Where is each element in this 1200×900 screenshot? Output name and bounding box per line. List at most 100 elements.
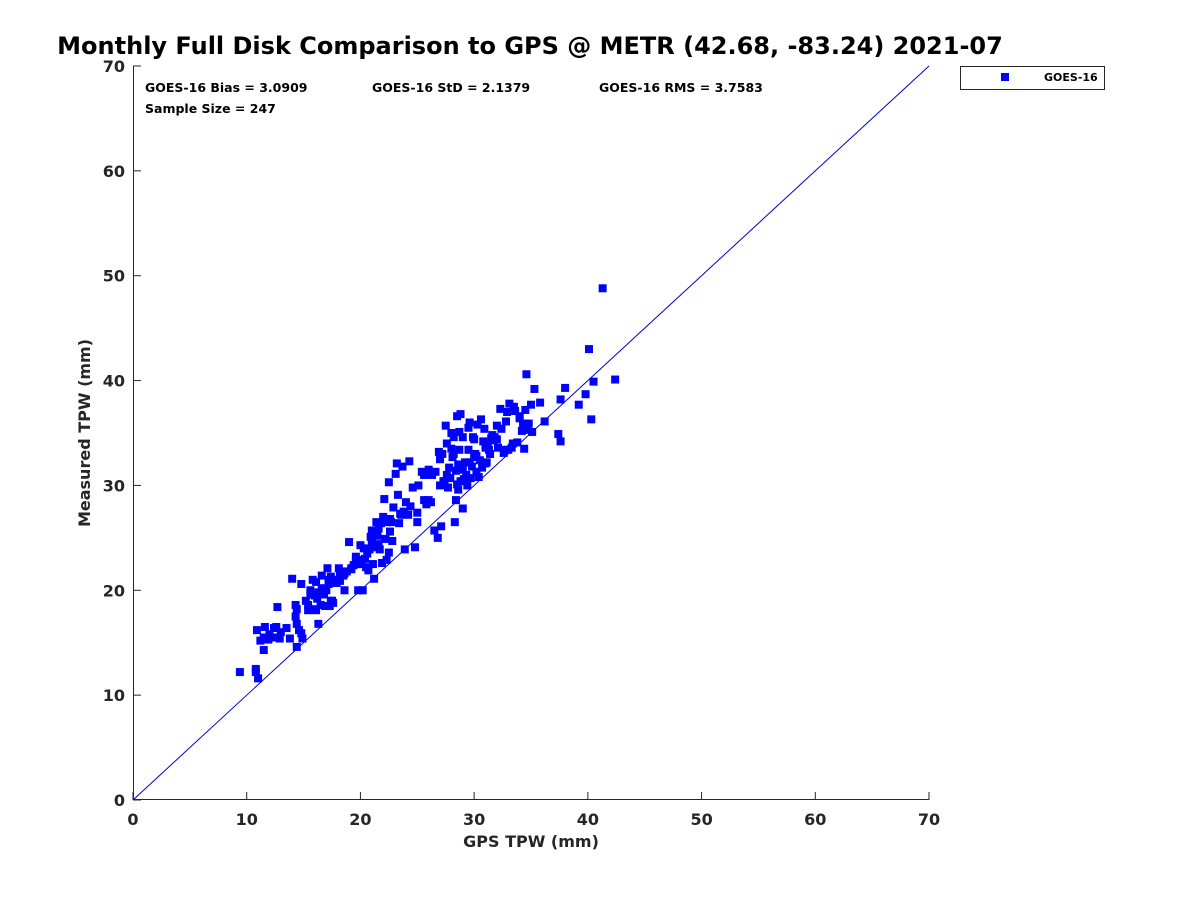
data-point bbox=[436, 455, 445, 464]
data-point bbox=[474, 473, 483, 482]
data-point bbox=[306, 586, 315, 595]
data-point bbox=[358, 586, 367, 595]
data-point bbox=[285, 634, 294, 643]
legend: GOES-16 bbox=[960, 66, 1105, 90]
data-point bbox=[524, 419, 533, 428]
data-point bbox=[326, 596, 335, 605]
data-point bbox=[264, 635, 273, 644]
data-point bbox=[389, 503, 398, 512]
stats-annotation: GOES-16 Bias = 3.0909 GOES-16 StD = 2.13… bbox=[145, 80, 763, 116]
data-point bbox=[297, 629, 306, 638]
data-point bbox=[365, 545, 374, 554]
data-point bbox=[259, 646, 268, 655]
data-point bbox=[483, 439, 492, 448]
data-point bbox=[574, 400, 583, 409]
data-point bbox=[356, 560, 365, 569]
data-point bbox=[359, 544, 368, 553]
data-point bbox=[598, 284, 607, 293]
data-point bbox=[317, 571, 326, 580]
data-point bbox=[282, 624, 291, 633]
data-point bbox=[393, 490, 402, 499]
data-point bbox=[395, 519, 404, 528]
data-point bbox=[387, 518, 396, 527]
data-point bbox=[589, 377, 598, 386]
data-point bbox=[458, 433, 467, 442]
data-point bbox=[323, 564, 332, 573]
data-point bbox=[368, 560, 377, 569]
data-point bbox=[349, 561, 358, 570]
data-point bbox=[446, 474, 455, 483]
data-point bbox=[465, 418, 474, 427]
data-point bbox=[455, 427, 464, 436]
data-point bbox=[312, 577, 321, 586]
std-stat: GOES-16 StD = 2.1379 bbox=[372, 80, 530, 95]
data-point bbox=[312, 606, 321, 615]
data-point bbox=[458, 504, 467, 513]
data-point bbox=[467, 462, 476, 471]
data-point bbox=[492, 435, 501, 444]
data-point bbox=[367, 526, 376, 535]
data-point bbox=[398, 462, 407, 471]
data-point bbox=[521, 405, 530, 414]
data-point bbox=[251, 668, 260, 677]
data-point bbox=[272, 622, 281, 631]
sample-size-stat: Sample Size = 247 bbox=[145, 101, 276, 116]
x-tick-label: 40 bbox=[577, 810, 599, 829]
data-point bbox=[291, 600, 300, 609]
data-point bbox=[384, 548, 393, 557]
data-point bbox=[442, 439, 451, 448]
data-point bbox=[441, 421, 450, 430]
data-point bbox=[466, 474, 475, 483]
data-point bbox=[431, 467, 440, 476]
data-point bbox=[461, 458, 470, 467]
data-point bbox=[515, 412, 524, 421]
data-point bbox=[378, 559, 387, 568]
data-point bbox=[449, 433, 458, 442]
data-point bbox=[476, 415, 485, 424]
data-point bbox=[561, 383, 570, 392]
data-point bbox=[520, 444, 529, 453]
data-point bbox=[478, 463, 487, 472]
data-point bbox=[304, 600, 313, 609]
data-point bbox=[270, 633, 279, 642]
data-point bbox=[381, 534, 390, 543]
data-point bbox=[508, 439, 517, 448]
data-point bbox=[380, 495, 389, 504]
data-point bbox=[480, 424, 489, 433]
data-point bbox=[422, 500, 431, 509]
data-point bbox=[314, 588, 323, 597]
data-point bbox=[463, 481, 472, 490]
data-point bbox=[433, 533, 442, 542]
data-point bbox=[265, 630, 274, 639]
data-point bbox=[470, 435, 479, 444]
y-tick-label: 70 bbox=[103, 57, 125, 76]
data-point bbox=[333, 575, 342, 584]
data-point bbox=[462, 470, 471, 479]
data-point bbox=[611, 375, 620, 384]
data-point bbox=[292, 642, 301, 651]
data-point bbox=[252, 626, 261, 635]
data-point bbox=[447, 429, 456, 437]
data-point bbox=[273, 603, 282, 612]
data-point bbox=[414, 481, 423, 490]
y-axis-label: Measured TPW (mm) bbox=[75, 339, 94, 527]
data-point bbox=[484, 445, 493, 454]
data-point bbox=[587, 415, 596, 424]
y-tick-label: 0 bbox=[114, 791, 125, 810]
data-point bbox=[392, 459, 401, 468]
data-point bbox=[494, 443, 503, 452]
data-point bbox=[458, 463, 467, 472]
y-tick-label: 60 bbox=[103, 162, 125, 181]
data-point bbox=[540, 417, 549, 426]
data-point bbox=[411, 543, 420, 552]
data-point bbox=[492, 421, 501, 430]
data-point bbox=[235, 668, 244, 677]
data-point bbox=[456, 410, 465, 419]
data-point bbox=[523, 425, 532, 434]
data-point bbox=[450, 518, 459, 527]
data-point bbox=[354, 586, 363, 595]
data-point bbox=[472, 452, 481, 461]
data-point bbox=[385, 527, 394, 536]
data-point bbox=[370, 574, 379, 583]
